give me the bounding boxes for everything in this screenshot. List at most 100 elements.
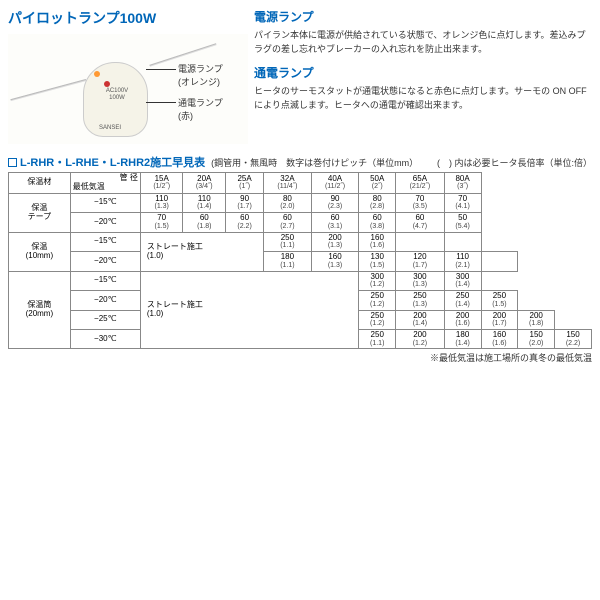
data-cell: 250(1.1) bbox=[264, 232, 312, 251]
data-cell: 250(1.4) bbox=[444, 291, 481, 310]
table-row: 保温筒 (20mm)−15℃ストレート施工 (1.0)300(1.2)300(1… bbox=[9, 271, 592, 290]
data-cell: 60(2.2) bbox=[226, 213, 264, 232]
data-cell: 150(2.0) bbox=[518, 329, 555, 348]
group-header: 保温 (10mm) bbox=[9, 232, 71, 271]
temp-cell: −15℃ bbox=[70, 271, 140, 290]
callout-line-power bbox=[146, 69, 176, 70]
col-25a: 25A(1˝) bbox=[226, 173, 264, 194]
data-cell: 70(3.5) bbox=[396, 193, 445, 212]
col-material: 保温材 bbox=[9, 173, 71, 194]
data-cell: 250(1.2) bbox=[359, 310, 396, 329]
data-cell: 150(2.2) bbox=[555, 329, 592, 348]
data-cell: 200(1.3) bbox=[311, 232, 359, 251]
data-cell: 200(1.4) bbox=[396, 310, 445, 329]
col-80a: 80A(3˝) bbox=[444, 173, 481, 194]
data-cell: 90(2.3) bbox=[311, 193, 359, 212]
data-cell: 70(1.5) bbox=[140, 213, 183, 232]
data-cell: 110(1.4) bbox=[183, 193, 226, 212]
product-title: パイロットランプ100W bbox=[8, 8, 248, 28]
data-cell: 80(2.8) bbox=[359, 193, 396, 212]
desc-current-heading: 通電ランプ bbox=[254, 64, 592, 82]
data-cell: 300(1.3) bbox=[396, 271, 445, 290]
table-title: L-RHR・L-RHE・L-RHR2施工早見表 bbox=[20, 154, 205, 170]
col-50a: 50A(2˝) bbox=[359, 173, 396, 194]
data-cell: 160(1.6) bbox=[359, 232, 396, 251]
table-footnote: ※最低気温は施工場所の真冬の最低気温 bbox=[8, 351, 592, 364]
temp-cell: −30℃ bbox=[70, 329, 140, 348]
merged-cell: ストレート施工 (1.0) bbox=[140, 232, 263, 271]
device-spec2: 100W bbox=[109, 95, 125, 101]
desc-power-heading: 電源ランプ bbox=[254, 8, 592, 26]
device-brand: SANSEI bbox=[99, 125, 121, 131]
callout-line-current bbox=[146, 102, 176, 103]
temp-cell: −25℃ bbox=[70, 310, 140, 329]
temp-cell: −20℃ bbox=[70, 213, 140, 232]
table-head: 保温材 管 径 最低気温 15A(1/2˝) 20A(3/4˝) 25A(1˝)… bbox=[9, 173, 592, 194]
data-cell: 60(1.8) bbox=[183, 213, 226, 232]
data-cell: 90(1.7) bbox=[226, 193, 264, 212]
table-row: −20℃70(1.5)60(1.8)60(2.2)60(2.7)60(3.1)6… bbox=[9, 213, 592, 232]
empty-cell bbox=[481, 252, 518, 271]
empty-cell bbox=[444, 232, 481, 251]
page: パイロットランプ100W AC100V 100W SANSEI 電源ランプ (オ… bbox=[0, 0, 600, 372]
data-cell: 180(1.1) bbox=[264, 252, 312, 271]
temp-cell: −15℃ bbox=[70, 232, 140, 251]
table-title-row: L-RHR・L-RHE・L-RHR2施工早見表 (鋼管用・無風時 数字は巻付けピ… bbox=[8, 154, 592, 170]
power-lamp-dot bbox=[94, 71, 100, 77]
description-block: 電源ランプ パイラン本体に電源が供給されている状態で、オレンジ色に点灯します。差… bbox=[254, 8, 592, 144]
data-cell: 200(1.7) bbox=[481, 310, 518, 329]
data-cell: 130(1.5) bbox=[359, 252, 396, 271]
desc-current-text: ヒータのサーモスタットが通電状態になると赤色に点灯します。サーモの ON OFF… bbox=[254, 85, 592, 112]
callout-power: 電源ランプ (オレンジ) bbox=[178, 62, 223, 88]
temp-cell: −20℃ bbox=[70, 252, 140, 271]
callout-current: 通電ランプ (赤) bbox=[178, 96, 223, 122]
title-square-icon bbox=[8, 158, 17, 167]
empty-cell bbox=[396, 232, 445, 251]
data-cell: 70(4.1) bbox=[444, 193, 481, 212]
data-cell: 60(2.7) bbox=[264, 213, 312, 232]
col-pipe-temp: 管 径 最低気温 bbox=[70, 173, 140, 194]
data-cell: 60(3.1) bbox=[311, 213, 359, 232]
data-cell: 200(1.6) bbox=[444, 310, 481, 329]
table-row: −20℃ 180(1.1)160(1.3)130(1.5)120(1.7)110(… bbox=[9, 252, 592, 271]
temp-cell: −15℃ bbox=[70, 193, 140, 212]
table-subtitle: (鋼管用・無風時 数字は巻付けピッチ（単位mm） bbox=[211, 156, 418, 169]
device-body: AC100V 100W SANSEI bbox=[83, 62, 148, 137]
col-32a: 32A(11/4˝) bbox=[264, 173, 312, 194]
data-cell: 60(4.7) bbox=[396, 213, 445, 232]
table-note-right: ( ) 内は必要ヒータ長倍率（単位:倍） bbox=[437, 156, 592, 169]
group-header: 保温筒 (20mm) bbox=[9, 271, 71, 349]
current-lamp-dot bbox=[104, 81, 110, 87]
desc-power-text: パイラン本体に電源が供給されている状態で、オレンジ色に点灯します。差込みプラグの… bbox=[254, 29, 592, 56]
group-header: 保温 テープ bbox=[9, 193, 71, 232]
table-body: 保温 テープ−15℃110(1.3)110(1.4)90(1.7)80(2.0)… bbox=[9, 193, 592, 349]
temp-label: 最低気温 bbox=[73, 183, 138, 192]
data-cell: 250(1.2) bbox=[359, 291, 396, 310]
table-header-row: 保温材 管 径 最低気温 15A(1/2˝) 20A(3/4˝) 25A(1˝)… bbox=[9, 173, 592, 194]
data-cell: 200(1.2) bbox=[396, 329, 445, 348]
merged-cell: ストレート施工 (1.0) bbox=[140, 271, 358, 349]
table-row: 保温 (10mm)−15℃ストレート施工 (1.0)250(1.1)200(1.… bbox=[9, 232, 592, 251]
data-cell: 300(1.2) bbox=[359, 271, 396, 290]
top-section: パイロットランプ100W AC100V 100W SANSEI 電源ランプ (オ… bbox=[8, 8, 592, 144]
data-cell: 60(3.8) bbox=[359, 213, 396, 232]
data-cell: 160(1.3) bbox=[311, 252, 359, 271]
data-cell: 120(1.7) bbox=[396, 252, 445, 271]
data-cell: 110(1.3) bbox=[140, 193, 183, 212]
data-cell: 160(1.6) bbox=[481, 329, 518, 348]
data-cell: 110(2.1) bbox=[444, 252, 481, 271]
col-65a: 65A(21/2˝) bbox=[396, 173, 445, 194]
data-cell: 250(1.1) bbox=[359, 329, 396, 348]
table-row: 保温 テープ−15℃110(1.3)110(1.4)90(1.7)80(2.0)… bbox=[9, 193, 592, 212]
cable-left bbox=[10, 79, 86, 101]
data-cell: 80(2.0) bbox=[264, 193, 312, 212]
device-spec1: AC100V bbox=[106, 88, 128, 94]
product-column: パイロットランプ100W AC100V 100W SANSEI 電源ランプ (オ… bbox=[8, 8, 248, 144]
col-20a: 20A(3/4˝) bbox=[183, 173, 226, 194]
data-cell: 180(1.4) bbox=[444, 329, 481, 348]
col-40a: 40A(11/2˝) bbox=[311, 173, 359, 194]
product-image: AC100V 100W SANSEI 電源ランプ (オレンジ) 通電ランプ (赤… bbox=[8, 34, 248, 144]
data-cell: 250(1.3) bbox=[396, 291, 445, 310]
spec-table: 保温材 管 径 最低気温 15A(1/2˝) 20A(3/4˝) 25A(1˝)… bbox=[8, 172, 592, 349]
device-spec: AC100V 100W bbox=[92, 88, 142, 102]
